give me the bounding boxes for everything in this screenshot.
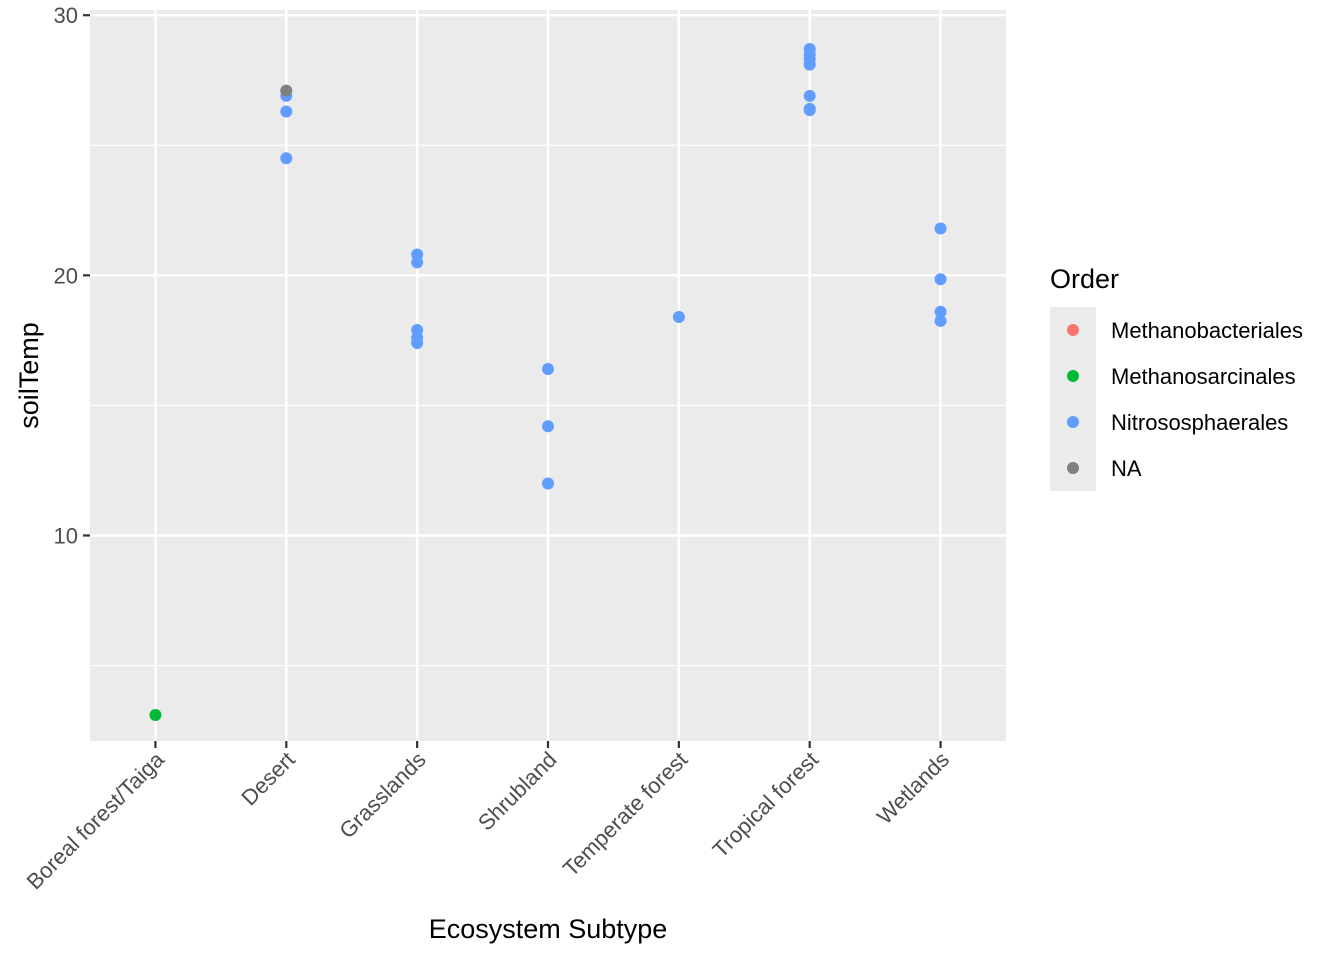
data-point [934,273,947,286]
legend-label: Methanobacteriales [1111,318,1303,343]
legend-key [1067,370,1079,382]
x-tick-label: Desert [236,747,299,810]
legend-label: Methanosarcinales [1111,364,1296,389]
x-tick-label: Tropical forest [708,747,824,863]
legend-title: Order [1050,264,1119,294]
data-point [934,314,947,327]
x-axis-title: Ecosystem Subtype [429,914,668,944]
data-points [149,43,947,721]
x-tick-label: Shrubland [473,747,562,836]
x-tick-label: Boreal forest/Taiga [22,746,170,894]
legend-label: NA [1111,456,1142,481]
data-point [542,477,554,490]
data-point [280,152,293,165]
legend-key [1067,462,1079,474]
data-point [934,222,947,235]
data-point [280,84,293,97]
data-point [934,305,947,318]
data-point [803,89,816,102]
data-point [280,105,293,118]
data-point [672,310,685,323]
x-tick-label: Wetlands [872,747,954,829]
data-point [149,708,162,721]
data-point [803,104,816,117]
y-tick-label: 20 [54,263,78,288]
y-tick-label: 30 [54,3,78,28]
legend-entries: Methanobacteriales Methanosarcinales Nitro… [1067,318,1303,481]
data-point [542,420,554,433]
y-axis-title: soilTemp [14,322,44,429]
legend-key [1067,416,1079,428]
x-tick-label: Temperate forest [558,747,692,881]
y-axis: 10 20 30 [54,3,90,548]
data-point [542,362,554,375]
major-gridlines [90,10,1006,741]
legend-key [1067,324,1079,336]
y-tick-label: 10 [54,523,78,548]
legend: Order Methanobacteriales Methanosarcinale… [1050,264,1303,491]
legend-label: Nitrososphaerales [1111,410,1288,435]
x-tick-label: Grasslands [334,747,430,843]
data-point [411,336,424,349]
legend-key-background [1050,307,1096,491]
data-point [803,58,816,71]
x-axis: Boreal forest/Taiga Desert Grasslands Shrub… [22,741,954,894]
data-point [411,256,424,269]
